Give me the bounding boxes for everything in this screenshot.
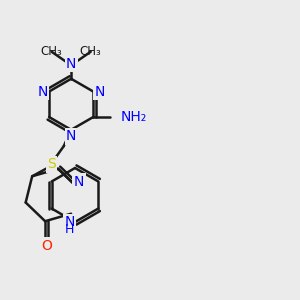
Text: N: N <box>95 85 105 98</box>
Text: N: N <box>74 175 84 188</box>
Text: N: N <box>66 129 76 143</box>
Text: S: S <box>47 157 56 171</box>
Text: O: O <box>41 239 52 253</box>
Text: N: N <box>36 83 47 97</box>
Text: N: N <box>96 83 106 97</box>
Text: N: N <box>64 215 75 229</box>
Text: CH₃: CH₃ <box>41 45 62 58</box>
Text: NH₂: NH₂ <box>120 110 146 124</box>
Text: H: H <box>65 223 74 236</box>
Text: N: N <box>37 85 48 98</box>
Text: CH₃: CH₃ <box>80 45 101 58</box>
Text: N: N <box>66 57 76 71</box>
